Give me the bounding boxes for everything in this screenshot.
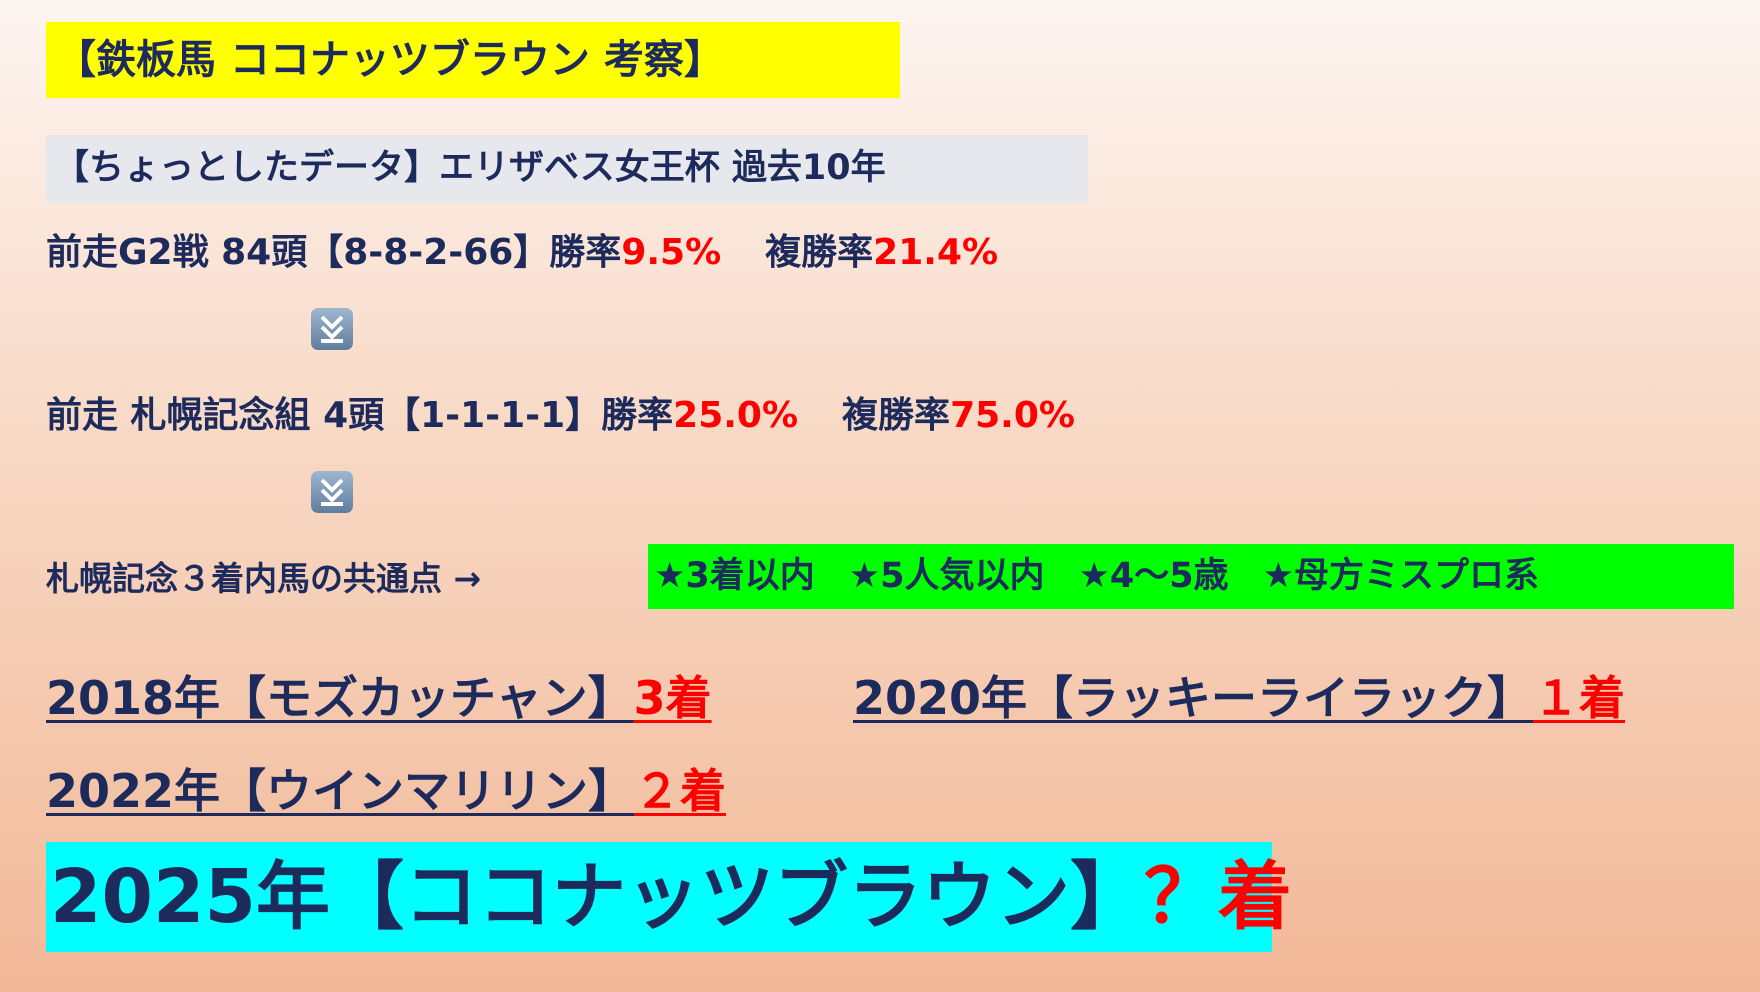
result: 2020年【ラッキーライラック】１着 (853, 666, 1625, 730)
result-horse: 2022年【ウインマリリン】 (46, 764, 635, 818)
result-horse: 2020年【ラッキーライラック】 (853, 671, 1534, 725)
place-label: 複勝率 (842, 395, 951, 436)
common-point: ★5人気以内 (848, 556, 1045, 596)
target-finish: ？着 (1143, 854, 1292, 940)
place-rate: 75.0% (950, 395, 1075, 436)
place-rate: 21.4% (873, 232, 999, 273)
target-horse: 2025年【ココナッツブラウン】 (50, 854, 1144, 940)
target-box: 2025年【ココナッツブラウン】？着 (46, 842, 1292, 952)
result: 2018年【モズカッチャン】3着 (46, 666, 712, 730)
common-point: ★3着以内 (654, 556, 815, 596)
result-finish: 3着 (633, 671, 712, 725)
stat-line: 前走 札幌記念組 4頭【1-1-1-1】勝率25.0% 複勝率75.0% (46, 391, 1075, 441)
result-horse: 2018年【モズカッチャン】 (46, 671, 634, 725)
down-arrow-icon (311, 308, 353, 350)
win-rate: 9.5% (621, 232, 722, 273)
subtitle: 【ちょっとしたデータ】エリザベス女王杯 過去10年 (46, 135, 1088, 202)
result-finish: ２着 (634, 764, 727, 818)
down-arrow-icon (311, 471, 353, 513)
common-points-box: ★3着以内 ★5人気以内 ★4～5歳 ★母方ミスプロ系 (648, 544, 1734, 609)
stat-label: 前走G2戦 84頭【8-8-2-66】勝率 (46, 232, 622, 273)
stat-label: 前走 札幌記念組 4頭【1-1-1-1】勝率 (46, 395, 674, 436)
result: 2022年【ウインマリリン】２着 (46, 759, 726, 823)
stat-line: 前走G2戦 84頭【8-8-2-66】勝率9.5% 複勝率21.4% (46, 228, 998, 278)
win-rate: 25.0% (673, 395, 799, 436)
place-label: 複勝率 (765, 232, 874, 273)
title: 【鉄板馬 ココナッツブラウン 考察】 (46, 22, 900, 98)
common-points-label: 札幌記念３着内馬の共通点 → (46, 559, 482, 598)
common-point: ★母方ミスプロ系 (1262, 556, 1539, 596)
result-finish: １着 (1533, 671, 1626, 725)
common-point: ★4～5歳 (1078, 556, 1229, 596)
